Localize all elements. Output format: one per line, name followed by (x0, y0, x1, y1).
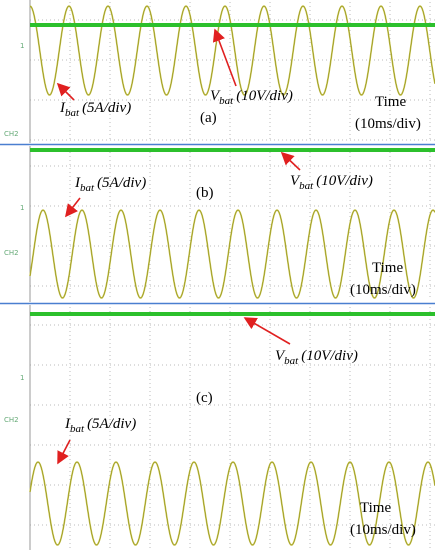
time-scale: (10ms/div) (350, 282, 416, 298)
voltage-trace (30, 148, 435, 152)
subscript: bat (219, 95, 234, 107)
arrow (65, 197, 81, 218)
scale: (10V/div) (301, 348, 358, 364)
panel-label: (a) (200, 110, 217, 126)
voltage-label: Vbat (10V/div) (275, 348, 358, 367)
ch2-marker: CH2 (4, 130, 19, 138)
ch1-marker: 1 (20, 374, 24, 382)
symbol: V (275, 348, 286, 364)
voltage-trace (30, 312, 435, 316)
current-waveform-core (29, 461, 435, 546)
subscript: bat (299, 180, 314, 192)
scale: (10V/div) (236, 88, 293, 104)
ch2-marker: CH2 (4, 416, 19, 424)
subscript: bat (70, 423, 85, 435)
time-title: Time (375, 94, 406, 110)
symbol: V (290, 173, 301, 189)
arrow (56, 82, 75, 101)
time-scale: (10ms/div) (355, 116, 421, 132)
current-waveform-core (29, 209, 435, 299)
ch1-marker: 1 (20, 42, 24, 50)
subscript: bat (65, 107, 80, 119)
panel-label: (c) (196, 390, 213, 406)
symbol: I (59, 100, 66, 116)
arrow (212, 28, 237, 87)
symbol: I (74, 175, 81, 191)
symbol: V (210, 88, 221, 104)
time-title: Time (360, 500, 391, 516)
current-label: Ibat (5A/div) (59, 100, 131, 119)
scale: (10V/div) (316, 173, 373, 189)
scale: (5A/div) (87, 416, 136, 432)
voltage-label: Vbat (10V/div) (210, 88, 293, 107)
current-label: Ibat (5A/div) (74, 175, 146, 194)
time-scale: (10ms/div) (350, 522, 416, 538)
arrow (57, 439, 71, 465)
current-waveform-core (29, 5, 435, 96)
subscript: bat (80, 182, 95, 194)
subscript: bat (284, 355, 299, 367)
ch1-marker: 1 (20, 204, 24, 212)
ch2-marker: CH2 (4, 249, 19, 257)
current-waveform (29, 5, 435, 96)
voltage-label: Vbat (10V/div) (290, 173, 373, 192)
time-title: Time (372, 260, 403, 276)
arrow (243, 317, 291, 345)
current-label: Ibat (5A/div) (64, 416, 136, 435)
arrow (280, 151, 301, 171)
panel-label: (b) (196, 185, 214, 201)
scale: (5A/div) (82, 100, 131, 116)
voltage-trace (30, 23, 435, 27)
scale: (5A/div) (97, 175, 146, 191)
symbol: I (64, 416, 71, 432)
